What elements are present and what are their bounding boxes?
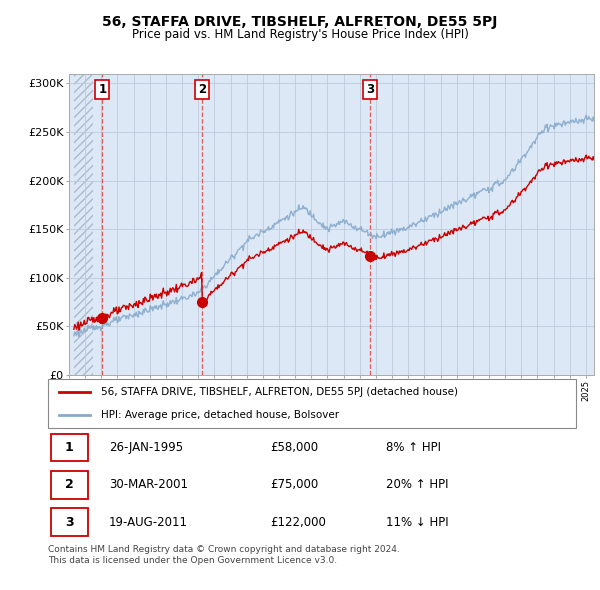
Text: HPI: Average price, detached house, Bolsover: HPI: Average price, detached house, Bols… (101, 409, 339, 419)
Text: £75,000: £75,000 (270, 478, 318, 491)
Bar (74, 74, 93, 375)
Text: Contains HM Land Registry data © Crown copyright and database right 2024.
This d: Contains HM Land Registry data © Crown c… (48, 545, 400, 565)
Text: 1: 1 (65, 441, 73, 454)
FancyBboxPatch shape (50, 509, 88, 536)
Text: 3: 3 (366, 83, 374, 96)
Text: £122,000: £122,000 (270, 516, 326, 529)
FancyBboxPatch shape (48, 379, 576, 428)
Text: Price paid vs. HM Land Registry's House Price Index (HPI): Price paid vs. HM Land Registry's House … (131, 28, 469, 41)
FancyBboxPatch shape (50, 434, 88, 461)
Text: 20% ↑ HPI: 20% ↑ HPI (386, 478, 448, 491)
Text: 56, STAFFA DRIVE, TIBSHELF, ALFRETON, DE55 5PJ (detached house): 56, STAFFA DRIVE, TIBSHELF, ALFRETON, DE… (101, 388, 458, 398)
Text: 1: 1 (98, 83, 107, 96)
Text: 3: 3 (65, 516, 73, 529)
Text: 19-AUG-2011: 19-AUG-2011 (109, 516, 188, 529)
Text: 56, STAFFA DRIVE, TIBSHELF, ALFRETON, DE55 5PJ: 56, STAFFA DRIVE, TIBSHELF, ALFRETON, DE… (103, 15, 497, 29)
Text: 2: 2 (198, 83, 206, 96)
Text: 11% ↓ HPI: 11% ↓ HPI (386, 516, 449, 529)
Text: 30-MAR-2001: 30-MAR-2001 (109, 478, 188, 491)
FancyBboxPatch shape (50, 471, 88, 499)
Text: £58,000: £58,000 (270, 441, 318, 454)
Text: 8% ↑ HPI: 8% ↑ HPI (386, 441, 441, 454)
Text: 26-JAN-1995: 26-JAN-1995 (109, 441, 183, 454)
Text: 2: 2 (65, 478, 73, 491)
